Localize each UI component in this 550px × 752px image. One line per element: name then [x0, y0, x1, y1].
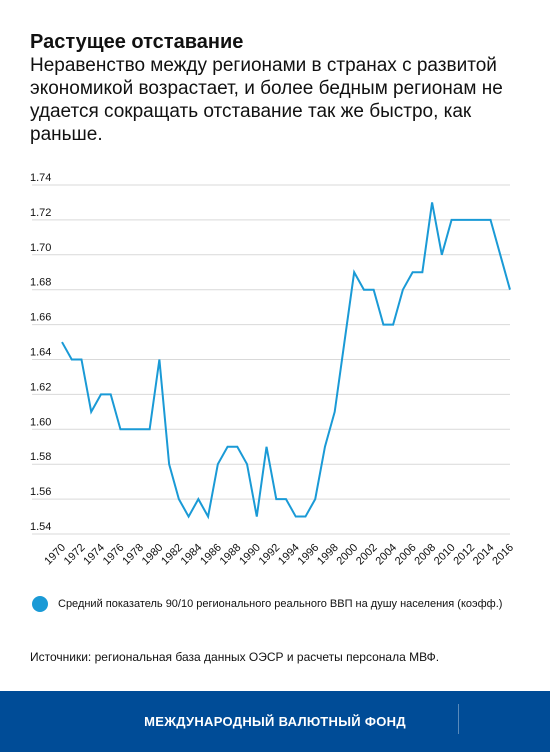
legend: Средний показатель 90/10 регионального р… — [32, 596, 502, 612]
y-tick-label: 1.64 — [30, 347, 51, 359]
y-tick-label: 1.70 — [30, 242, 51, 254]
x-axis-ticks: 1970197219741976197819801982198419861988… — [42, 542, 516, 568]
x-tick-label: 2010 — [432, 542, 458, 568]
x-tick-label: 1998 — [315, 542, 341, 568]
x-tick-label: 2016 — [490, 542, 516, 568]
footer-banner: МЕЖДУНАРОДНЫЙ ВАЛЮТНЫЙ ФОНД — [0, 691, 550, 752]
footer-divider — [458, 704, 459, 734]
y-tick-label: 1.58 — [30, 451, 51, 463]
series-layer — [61, 202, 511, 520]
source-note: Источники: региональная база данных ОЭСР… — [30, 650, 440, 664]
legend-label: Средний показатель 90/10 регионального р… — [58, 598, 503, 610]
x-tick-label: 1982 — [159, 542, 185, 568]
x-tick-label: 1980 — [140, 542, 166, 568]
x-tick-label: 1984 — [179, 542, 205, 568]
x-tick-label: 2004 — [373, 542, 399, 568]
y-tick-label: 1.54 — [30, 521, 51, 533]
y-tick-label: 1.66 — [30, 312, 51, 324]
x-tick-label: 1996 — [296, 542, 322, 568]
x-tick-label: 1994 — [276, 542, 302, 568]
y-tick-label: 1.62 — [30, 381, 51, 393]
y-tick-label: 1.60 — [30, 416, 51, 428]
chart-title: Растущее отставание — [30, 31, 244, 53]
y-axis-ticks: 1.54 1.56 1.58 1.60 1.62 1.64 1.66 1.68 1.70 1.72… — [30, 172, 51, 533]
x-tick-label: 1990 — [237, 542, 263, 568]
line-chart: 1.54 1.56 1.58 1.60 1.62 1.64 1.66 1.68 1.70 1.72… — [30, 172, 516, 568]
legend-marker-icon — [32, 596, 48, 612]
y-tick-label: 1.72 — [30, 207, 51, 219]
x-tick-label: 2002 — [354, 542, 380, 568]
x-tick-label: 2014 — [471, 542, 497, 568]
x-tick-label: 2012 — [451, 542, 477, 568]
footer-org-name: МЕЖДУНАРОДНЫЙ ВАЛЮТНЫЙ ФОНД — [144, 714, 406, 729]
y-tick-label: 1.68 — [30, 277, 51, 289]
x-tick-label: 1978 — [120, 542, 146, 568]
y-tick-label: 1.74 — [30, 172, 51, 184]
y-tick-label: 1.56 — [30, 486, 51, 498]
chart-subtitle: Неравенство между регионами в странах с … — [30, 55, 503, 145]
x-tick-label: 1988 — [218, 542, 244, 568]
x-tick-label: 2008 — [412, 542, 438, 568]
x-tick-label: 1970 — [42, 542, 68, 568]
series-line — [61, 202, 511, 520]
x-tick-label: 1972 — [62, 542, 88, 568]
x-tick-label: 1976 — [101, 542, 127, 568]
x-tick-label: 1992 — [257, 542, 283, 568]
x-tick-label: 2000 — [334, 542, 360, 568]
x-tick-label: 1986 — [198, 542, 224, 568]
x-tick-label: 1974 — [81, 542, 107, 568]
x-tick-label: 2006 — [393, 542, 419, 568]
